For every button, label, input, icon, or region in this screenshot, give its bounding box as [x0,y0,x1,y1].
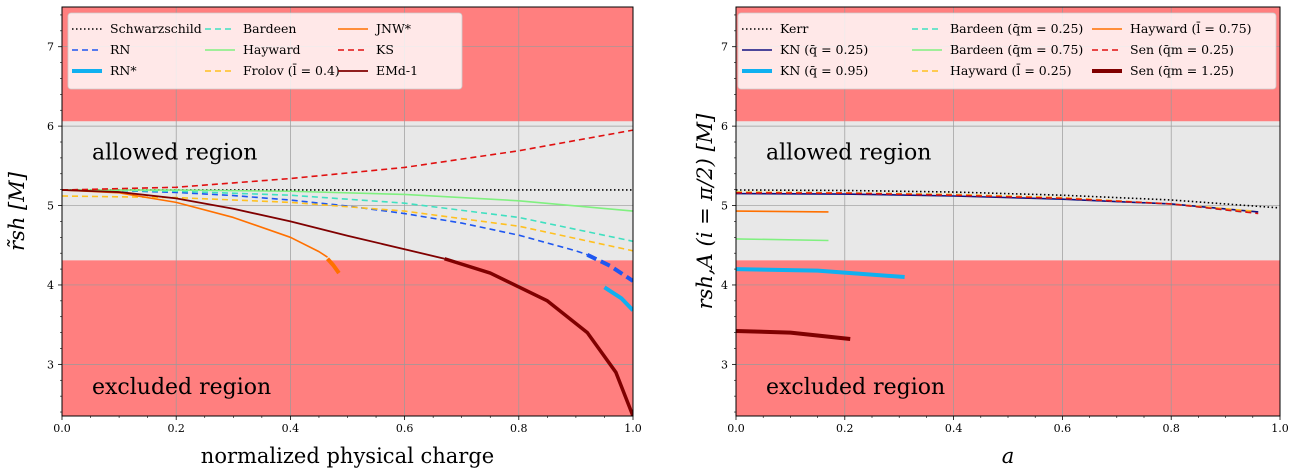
y-tick-label-1: 4 [47,279,54,292]
y-tick-label-0: 3 [47,358,54,371]
series-line-7 [736,210,829,213]
legend-entry-1: Schwarzschild [110,21,202,36]
x-tick-label-2: 0.4 [945,422,963,435]
chart-panel-1: allowed region excluded region 0.0 0.2 0.4 0.… [5,6,642,468]
legend-entry-6: Frolov (l̄ = 0.4) [243,62,340,78]
legend-entry-2: KN (q̄ = 0.25) [780,42,868,57]
x-tick-label-5: 1.0 [1271,422,1289,435]
y-tick-label-4: 7 [721,41,728,54]
y-tick-label-3: 6 [47,120,54,133]
legend-entry-7: Hayward (l̄ = 0.75) [1130,20,1252,36]
x-tick-label-3: 0.6 [1054,422,1072,435]
x-tick-label-1: 0.2 [167,422,185,435]
legend-entry-8: Sen (q̄m = 0.25) [1130,42,1234,57]
legend: Kerr KN (q̄ = 0.25) KN (q̄ = 0.95) Bardeen … [737,12,1277,90]
chart-panel-2: allowed region excluded region 0.0 0.2 0.4 0.… [693,6,1289,468]
series-line-3 [586,252,633,283]
x-tick-label-2: 0.4 [282,422,300,435]
series-line-8 [326,257,341,275]
series-line-1 [736,189,1280,209]
legend-entry-9: Sen (q̄m = 1.25) [1130,63,1234,78]
x-axis-label: normalized physical charge [201,444,494,468]
x-tick-label-1: 0.2 [836,422,854,435]
region-label-3: excluded region [92,375,271,400]
x-tick-label-0: 0.0 [53,422,71,435]
series-line-5 [62,189,633,212]
legend-entry-4: Bardeen (q̄m = 0.25) [950,21,1083,36]
x-tick-label-4: 0.8 [510,422,528,435]
x-tick-label-4: 0.8 [1162,422,1180,435]
region-band-3 [62,260,633,416]
legend-entry-2: RN [110,42,130,57]
x-tick-label-0: 0.0 [727,422,745,435]
legend-box [737,12,1277,90]
legend-box [67,12,463,90]
series-line-5 [736,238,829,242]
region-label-3: excluded region [766,375,945,400]
series-line-8 [736,192,1259,215]
series-line-6 [62,195,633,252]
legend-entry-8: KS [376,42,394,57]
region-label-2: allowed region [92,140,257,165]
legend-entry-5: Hayward [243,42,301,57]
legend-entry-3: RN* [110,63,137,78]
y-axis-label: r̃sh [M] [5,171,29,251]
y-tick-label-4: 7 [47,41,54,54]
y-tick-label-1: 4 [721,279,728,292]
series-line-3 [736,267,905,280]
y-tick-label-2: 5 [47,200,54,213]
legend-entry-9: EMd-1 [376,63,418,78]
legend: Schwarzschild RN RN* Bardeen Hayward Frolov (… [67,12,463,90]
y-tick-label-0: 3 [721,358,728,371]
series-line-10 [62,189,445,260]
y-axis-label: rsh,A (i = π/2) [M] [693,113,717,310]
x-axis-label: a [1002,444,1015,468]
y-tick-label-2: 5 [721,200,728,213]
region-label-2: allowed region [766,140,931,165]
series-line-9 [62,129,633,191]
series-line-12 [603,285,633,312]
legend-entry-6: Hayward (l̄ = 0.25) [950,62,1072,78]
x-tick-label-3: 0.6 [396,422,414,435]
x-tick-label-5: 1.0 [624,422,642,435]
series-line-4 [62,189,633,243]
legend-entry-3: KN (q̄ = 0.95) [780,63,868,78]
legend-entry-4: Bardeen [243,21,296,36]
y-tick-label-3: 6 [721,120,728,133]
region-band-2 [736,121,1280,261]
legend-entry-5: Bardeen (q̄m = 0.75) [950,42,1083,57]
series-line-11 [444,257,633,416]
legend-entry-1: Kerr [780,21,808,36]
series-line-9 [736,329,851,341]
legend-entry-7: JNW* [374,21,412,36]
